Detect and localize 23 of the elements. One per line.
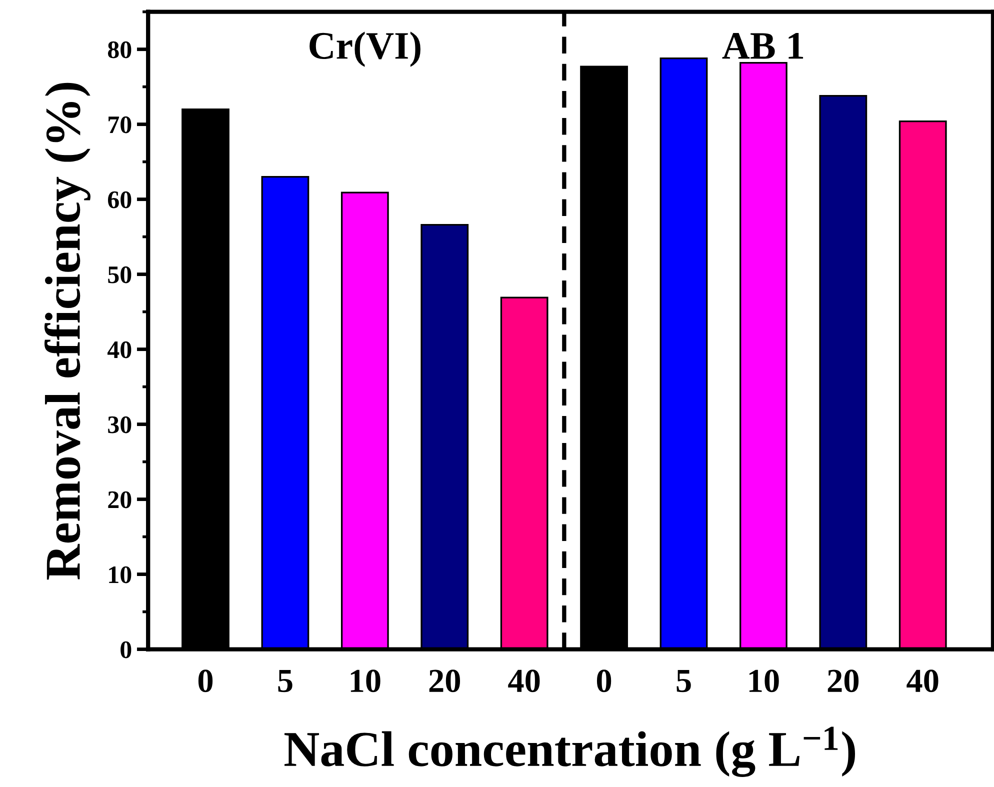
x-tick-label: 5 xyxy=(676,670,691,692)
annotation: Cr(VI) xyxy=(310,32,420,67)
y-tick-label: 80 xyxy=(108,41,132,58)
y-tick-label: 70 xyxy=(108,116,132,134)
annotation: AB 1 xyxy=(722,32,804,59)
y-tick-label: 50 xyxy=(108,266,132,284)
x-tick-label: 5 xyxy=(278,670,292,692)
y-tick-label: 10 xyxy=(109,566,132,584)
y-tick-label: 0 xyxy=(120,641,132,658)
y-tick-label: 60 xyxy=(108,191,132,208)
x-tick-label: 0 xyxy=(198,670,213,692)
x-tick-label: 10 xyxy=(749,670,779,692)
y-tick-label: 30 xyxy=(108,416,132,434)
x-tick-label: 40 xyxy=(508,670,540,692)
x-tick-label: 0 xyxy=(596,670,612,692)
y-tick-label: 20 xyxy=(108,491,132,508)
y-axis-title: Removal efficiency (%) xyxy=(44,82,90,580)
x-tick-label: 20 xyxy=(828,670,859,692)
x-tick-label: 10 xyxy=(350,670,380,692)
y-tick-label: 40 xyxy=(107,341,132,358)
x-axis-title: NaCl concentration (g L$^{−1}$) xyxy=(284,726,855,777)
x-tick-label: 20 xyxy=(429,670,460,692)
x-tick-label: 40 xyxy=(906,670,938,692)
